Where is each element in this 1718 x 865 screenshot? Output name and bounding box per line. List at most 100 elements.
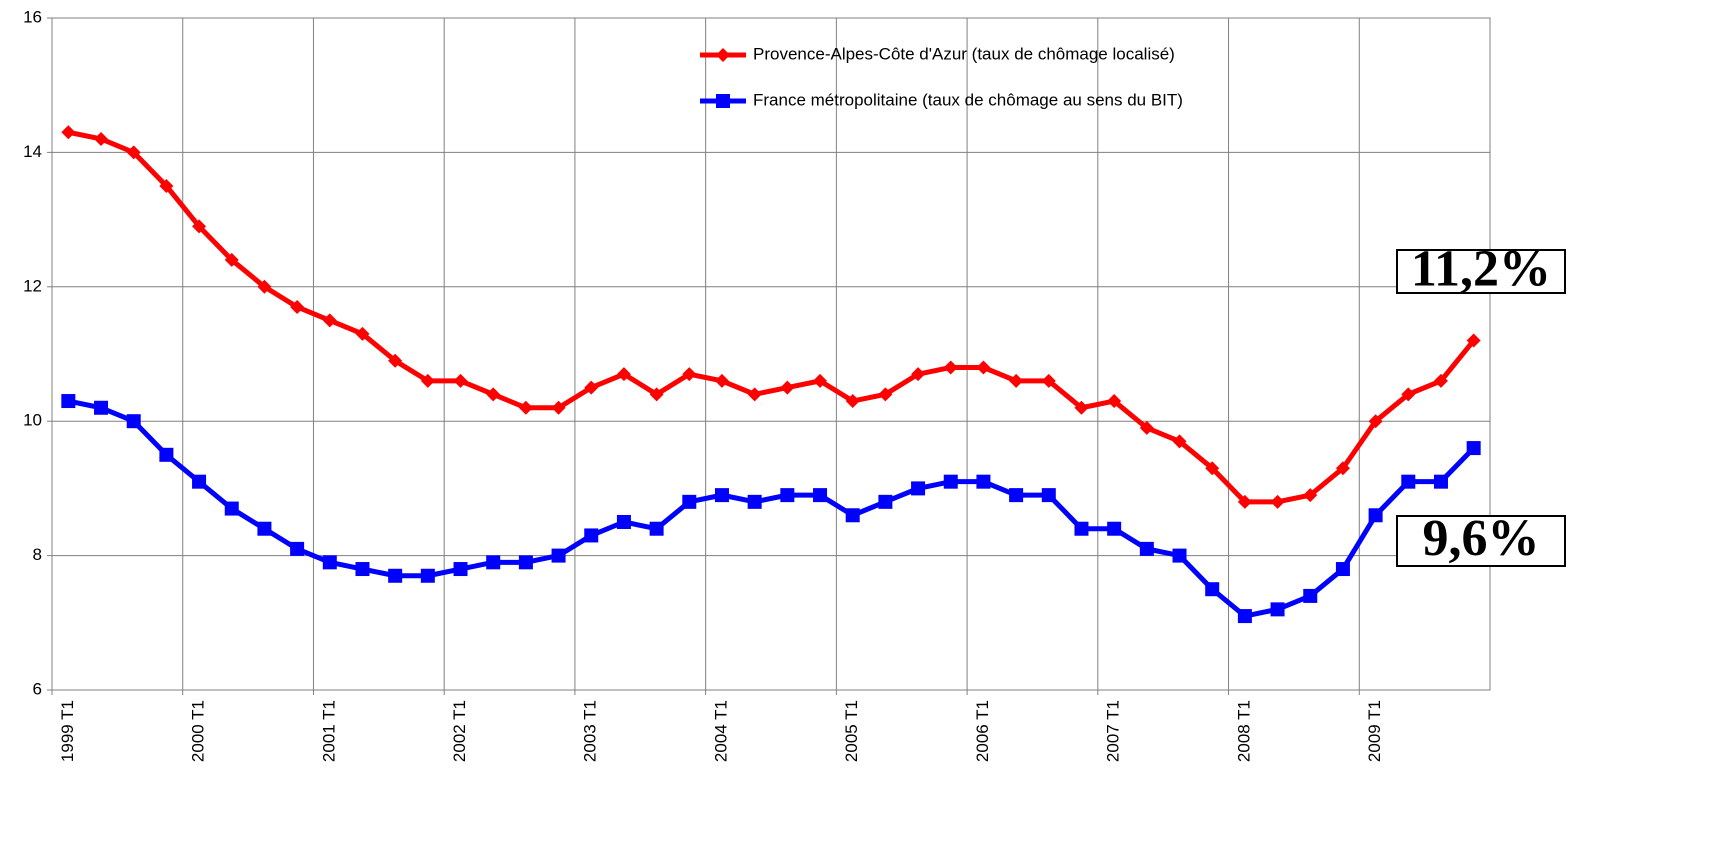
marker: [420, 568, 435, 583]
annotation-box: [1396, 249, 1566, 294]
marker: [257, 279, 272, 294]
marker: [453, 373, 468, 388]
marker: [1466, 333, 1481, 348]
marker: [780, 380, 795, 395]
marker: [518, 400, 533, 415]
marker: [682, 367, 697, 382]
marker: [976, 474, 991, 489]
marker: [1041, 373, 1056, 388]
marker: [290, 299, 305, 314]
marker: [224, 252, 239, 267]
annotation: 11,2%: [1411, 240, 1551, 297]
marker: [486, 555, 501, 570]
marker: [1172, 434, 1187, 449]
marker: [453, 562, 468, 577]
annotation-box: [1396, 515, 1566, 567]
y-tick-label: 16: [23, 7, 42, 26]
marker: [1303, 588, 1318, 603]
marker: [1205, 461, 1220, 476]
marker: [1237, 494, 1252, 509]
marker: [1074, 400, 1089, 415]
marker: [1466, 441, 1481, 456]
annotation: 9,6%: [1423, 510, 1540, 567]
marker: [616, 367, 631, 382]
marker: [388, 568, 403, 583]
marker: [1041, 488, 1056, 503]
marker: [486, 387, 501, 402]
marker: [192, 219, 207, 234]
marker: [716, 94, 730, 108]
x-tick-label: 2005 T1: [842, 700, 861, 762]
marker: [1401, 474, 1416, 489]
marker: [1009, 488, 1024, 503]
y-tick-label: 6: [33, 679, 42, 698]
y-tick-label: 10: [23, 411, 42, 430]
marker: [845, 508, 860, 523]
marker: [780, 488, 795, 503]
plot-area: [51, 17, 1491, 691]
marker: [551, 400, 566, 415]
marker: [518, 555, 533, 570]
marker: [126, 145, 141, 160]
marker: [878, 387, 893, 402]
marker: [322, 555, 337, 570]
marker: [224, 501, 239, 516]
marker: [551, 548, 566, 563]
marker: [322, 313, 337, 328]
x-tick-label: 1999 T1: [58, 700, 77, 762]
marker: [584, 380, 599, 395]
marker: [61, 125, 76, 140]
marker: [1433, 373, 1448, 388]
marker: [649, 521, 664, 536]
marker: [1270, 494, 1285, 509]
marker: [845, 394, 860, 409]
marker: [1237, 609, 1252, 624]
marker: [716, 48, 730, 62]
marker: [616, 515, 631, 529]
marker: [159, 179, 174, 193]
marker: [1139, 420, 1154, 435]
marker: [290, 541, 305, 556]
marker: [94, 400, 109, 415]
marker: [682, 494, 697, 509]
line: [67, 129, 1476, 505]
marker: [943, 360, 958, 375]
marker: [1172, 548, 1187, 563]
marker: [1368, 508, 1383, 523]
marker: [1368, 414, 1383, 429]
marker: [159, 447, 174, 462]
x-tick-label: 2002 T1: [450, 700, 469, 762]
y-tick-label: 12: [23, 276, 42, 295]
y-tick-label: 14: [23, 142, 42, 161]
marker: [911, 367, 926, 382]
marker: [257, 521, 272, 536]
marker: [649, 387, 664, 402]
marker: [61, 394, 76, 409]
marker: [1107, 521, 1122, 536]
marker: [943, 474, 958, 489]
marker: [355, 562, 370, 577]
marker: [747, 494, 762, 509]
marker: [355, 326, 370, 341]
x-tick-label: 2008 T1: [1234, 700, 1253, 762]
legend-label: Provence-Alpes-Côte d'Azur (taux de chôm…: [753, 44, 1175, 63]
x-tick-label: 2009 T1: [1365, 700, 1384, 762]
marker: [878, 494, 893, 509]
marker: [584, 528, 599, 543]
marker: [1074, 521, 1089, 536]
marker: [126, 414, 141, 429]
x-tick-label: 2003 T1: [581, 700, 600, 762]
marker: [813, 373, 828, 388]
legend-label: France métropolitaine (taux de chômage a…: [753, 90, 1183, 109]
marker: [192, 474, 207, 489]
x-tick-label: 2000 T1: [189, 700, 208, 762]
x-tick-label: 2004 T1: [711, 700, 730, 762]
y-tick-label: 8: [33, 545, 42, 564]
marker: [1205, 582, 1220, 597]
marker: [813, 488, 828, 503]
marker: [1009, 373, 1024, 388]
x-tick-label: 2006 T1: [973, 700, 992, 762]
marker: [1270, 602, 1285, 617]
marker: [94, 131, 109, 146]
